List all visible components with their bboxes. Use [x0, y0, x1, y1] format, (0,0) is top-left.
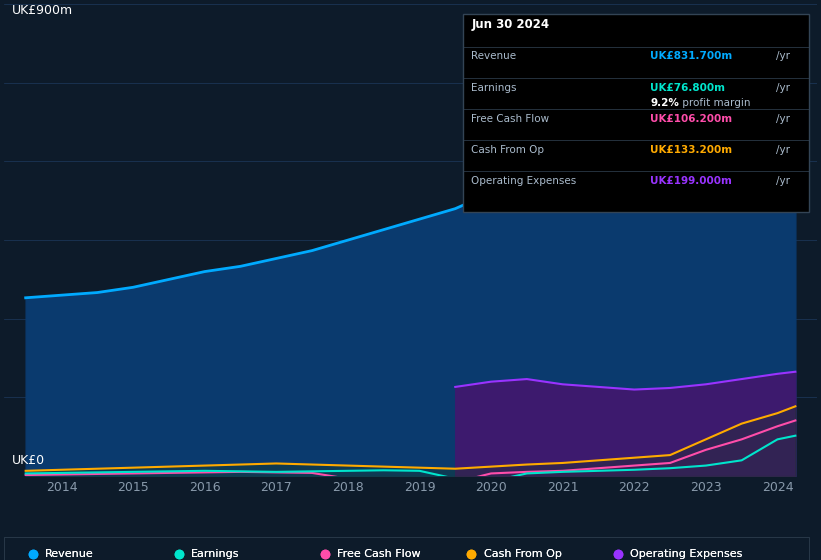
Text: UK£133.200m: UK£133.200m	[650, 145, 732, 155]
Text: UK£106.200m: UK£106.200m	[650, 114, 732, 124]
Text: Earnings: Earnings	[191, 549, 240, 559]
Text: profit margin: profit margin	[679, 98, 750, 108]
FancyBboxPatch shape	[463, 13, 809, 212]
Text: UK£76.800m: UK£76.800m	[650, 82, 725, 92]
Text: Cash From Op: Cash From Op	[484, 549, 562, 559]
Text: Cash From Op: Cash From Op	[484, 549, 562, 559]
Text: Earnings: Earnings	[471, 82, 517, 92]
Text: Jun 30 2024: Jun 30 2024	[471, 18, 549, 31]
FancyBboxPatch shape	[4, 538, 809, 560]
Text: Cash From Op: Cash From Op	[471, 145, 544, 155]
Text: Revenue: Revenue	[45, 549, 94, 559]
Text: /yr: /yr	[776, 82, 790, 92]
Text: Earnings: Earnings	[191, 549, 240, 559]
Text: Operating Expenses: Operating Expenses	[630, 549, 742, 559]
Text: /yr: /yr	[776, 114, 790, 124]
Text: /yr: /yr	[776, 176, 790, 186]
Text: Operating Expenses: Operating Expenses	[630, 549, 742, 559]
Text: Operating Expenses: Operating Expenses	[471, 176, 576, 186]
Text: Free Cash Flow: Free Cash Flow	[471, 114, 549, 124]
Text: UK£900m: UK£900m	[12, 4, 73, 17]
Text: UK£0: UK£0	[12, 454, 45, 466]
Text: Revenue: Revenue	[471, 52, 516, 62]
Text: 9.2%: 9.2%	[650, 98, 679, 108]
Text: /yr: /yr	[776, 52, 790, 62]
Text: Free Cash Flow: Free Cash Flow	[337, 549, 421, 559]
Text: Free Cash Flow: Free Cash Flow	[337, 549, 421, 559]
Text: /yr: /yr	[776, 145, 790, 155]
Text: Revenue: Revenue	[45, 549, 94, 559]
Text: UK£831.700m: UK£831.700m	[650, 52, 732, 62]
Text: UK£199.000m: UK£199.000m	[650, 176, 732, 186]
